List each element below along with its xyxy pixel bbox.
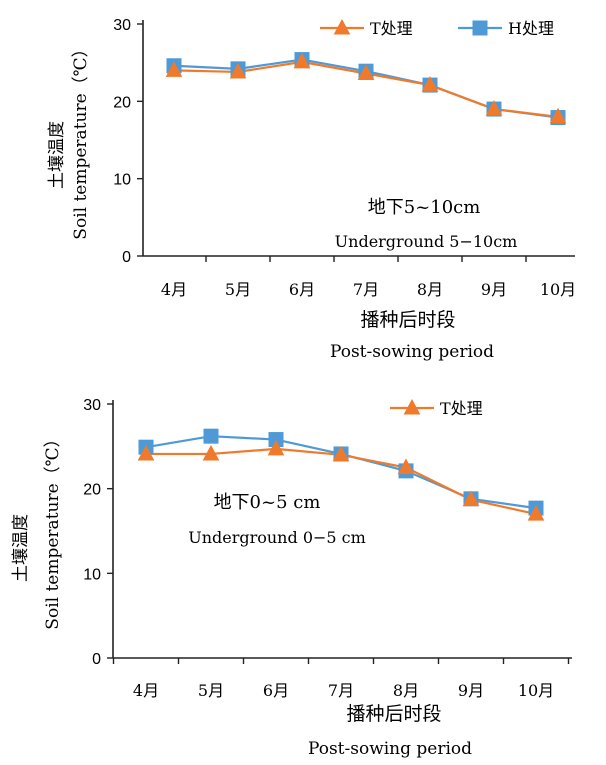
depth-annotation-cn: 地下0~5 cm: [214, 492, 321, 513]
legend-label: T处理: [440, 399, 483, 418]
x-category-label: 9月: [481, 280, 507, 299]
data-point: [397, 458, 415, 474]
legend-label: H处理: [508, 19, 554, 38]
y-tick-label: 10: [83, 566, 101, 583]
legend-marker: [472, 20, 488, 36]
chart-bottom-svg: 0 10 20 30 4月 5月 6月 7月 8月 9月 10月 土壤温度 Soil temperatu…: [10, 397, 572, 759]
chart-panel-top: 0 10 20 30 4月 5月 6月 7月 8月 9月 10月 土壤温度 Soil temperatu…: [0, 0, 606, 372]
x-axis-title-cn: 播种后时段: [346, 703, 441, 725]
y-tick-label: 20: [83, 482, 101, 499]
x-category-label: 5月: [198, 681, 224, 700]
y-tick-label: 0: [92, 651, 101, 668]
data-point: [549, 107, 567, 124]
legend-label: T处理: [370, 19, 413, 38]
y-tick-label: 30: [83, 397, 101, 414]
y-tick-label: 20: [113, 94, 131, 111]
x-category-label: 10月: [518, 681, 554, 700]
y-tick-label: 30: [113, 17, 131, 34]
x-axis-title-en: Post-sowing period: [308, 739, 472, 759]
x-category-label: 8月: [393, 681, 419, 700]
data-point: [202, 444, 220, 461]
data-point: [357, 64, 375, 80]
x-category-label: 6月: [289, 280, 315, 299]
y-tick-label: 0: [122, 249, 131, 266]
data-point: [293, 52, 311, 69]
x-category-label: 10月: [540, 280, 576, 299]
data-point: [527, 505, 545, 521]
x-category-label: 9月: [458, 681, 484, 700]
x-axis-title-en: Post-sowing period: [330, 342, 494, 362]
y-axis-title-cn: 土壤温度: [46, 121, 67, 189]
data-point: [165, 61, 183, 77]
x-axis-title-cn: 播种后时段: [360, 309, 455, 331]
x-category-label: 8月: [417, 280, 443, 299]
x-category-label: 5月: [225, 280, 251, 299]
legend-marker: [333, 18, 351, 35]
data-point: [203, 428, 219, 444]
x-category-label: 7月: [328, 681, 354, 700]
y-axis-title-en: Soil temperature（℃）: [43, 430, 63, 629]
depth-annotation-cn: 地下5~10cm: [368, 197, 481, 218]
data-point: [485, 100, 503, 116]
x-category-label: 7月: [353, 280, 379, 299]
data-point: [267, 439, 285, 456]
panel-divider: [0, 373, 606, 377]
y-axis-title-cn: 土壤温度: [10, 514, 31, 582]
data-point: [462, 490, 480, 507]
x-category-label: 4月: [161, 280, 187, 299]
x-category-label: 6月: [263, 681, 289, 700]
data-point: [229, 62, 247, 79]
legend-marker: [403, 398, 421, 415]
x-category-label: 4月: [133, 681, 159, 700]
y-axis-title-en: Soil temperature（℃）: [71, 40, 91, 239]
depth-annotation-en: Underground 5−10cm: [335, 232, 518, 251]
chart-top-svg: 0 10 20 30 4月 5月 6月 7月 8月 9月 10月 土壤温度 Soil temperatu…: [46, 17, 576, 362]
chart-panel-bottom: 0 10 20 30 4月 5月 6月 7月 8月 9月 10月 土壤温度 Soil temperatu…: [0, 380, 606, 765]
data-point: [332, 445, 350, 462]
y-tick-label: 10: [113, 172, 131, 189]
data-point: [137, 444, 155, 461]
depth-annotation-en: Underground 0−5 cm: [188, 528, 366, 547]
data-point: [421, 76, 439, 92]
